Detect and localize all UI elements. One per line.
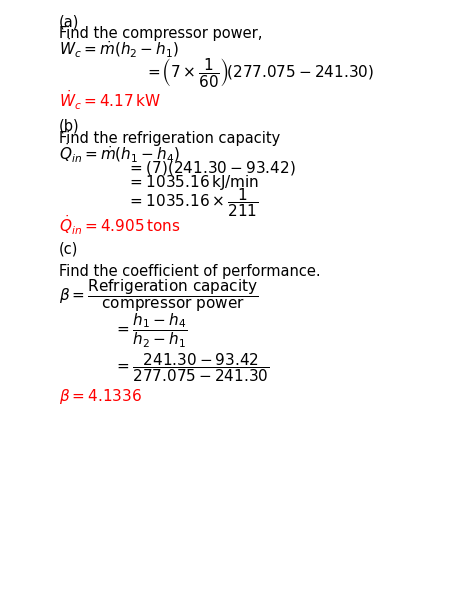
Text: $=\!\left(7\times\dfrac{1}{60}\right)\!(277.075-241.30)$: $=\!\left(7\times\dfrac{1}{60}\right)\!(…	[145, 57, 374, 89]
Text: $=1035.16\,\mathrm{kJ/min}$: $=1035.16\,\mathrm{kJ/min}$	[127, 173, 259, 192]
Text: $\beta = 4.1336$: $\beta = 4.1336$	[59, 387, 142, 406]
Text: $\dot{Q}_{in} = 4.905\,\mathrm{tons}$: $\dot{Q}_{in} = 4.905\,\mathrm{tons}$	[59, 213, 180, 237]
Text: $=\dfrac{h_1 - h_4}{h_2 - h_1}$: $=\dfrac{h_1 - h_4}{h_2 - h_1}$	[114, 313, 187, 350]
Text: (a): (a)	[59, 15, 79, 29]
Text: Find the coefficient of performance.: Find the coefficient of performance.	[59, 264, 321, 279]
Text: (b): (b)	[59, 119, 79, 133]
Text: $\dot{W}_c = 4.17\,\mathrm{kW}$: $\dot{W}_c = 4.17\,\mathrm{kW}$	[59, 88, 161, 111]
Text: $\dot{W}_c = \dot{m}(h_2 - h_1)$: $\dot{W}_c = \dot{m}(h_2 - h_1)$	[59, 37, 179, 60]
Text: $\beta = \dfrac{\mathrm{Refrigeration\ capacity}}{\mathrm{compressor\ power}}$: $\beta = \dfrac{\mathrm{Refrigeration\ c…	[59, 278, 259, 314]
Text: Find the refrigeration capacity: Find the refrigeration capacity	[59, 131, 280, 145]
Text: $\dot{Q}_{in} = \dot{m}(h_1 - h_4)$: $\dot{Q}_{in} = \dot{m}(h_1 - h_4)$	[59, 142, 180, 165]
Text: $=1035.16\times\dfrac{1}{211}$: $=1035.16\times\dfrac{1}{211}$	[127, 186, 259, 219]
Text: $=(7)(241.30-93.42)$: $=(7)(241.30-93.42)$	[127, 159, 296, 178]
Text: Find the compressor power,: Find the compressor power,	[59, 26, 262, 41]
Text: $=\dfrac{241.30 - 93.42}{277.075 - 241.30}$: $=\dfrac{241.30 - 93.42}{277.075 - 241.3…	[114, 351, 269, 384]
Text: (c): (c)	[59, 242, 79, 257]
